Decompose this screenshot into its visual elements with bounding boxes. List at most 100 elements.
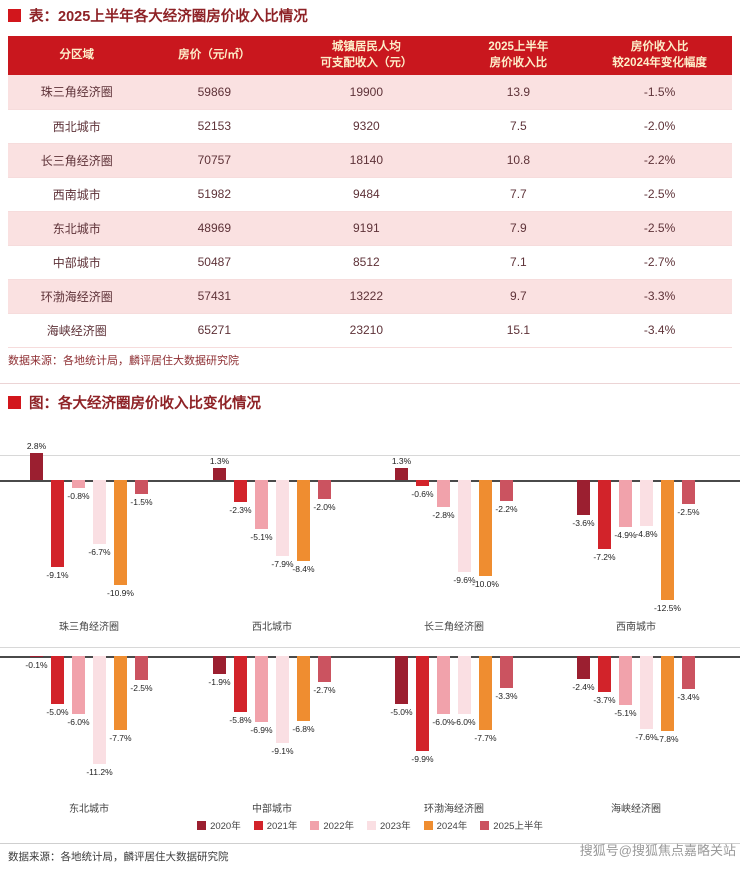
- bar-value-label: -6.0%: [67, 717, 90, 727]
- value-cell: -2.0%: [643, 119, 676, 134]
- red-square-bullet-icon: [8, 9, 21, 22]
- bar-value-label: -6.7%: [88, 547, 111, 557]
- bar: [682, 480, 695, 504]
- bar-value-label: -2.8%: [432, 510, 455, 520]
- value-cell: 50487: [197, 255, 231, 270]
- bar-value-label: -4.8%: [635, 529, 658, 539]
- bar-group-label: 珠三角经济圈: [59, 622, 119, 633]
- value-cell: 59869: [197, 84, 231, 99]
- table-title: 表：2025上半年各大经济圈房价收入比情况: [29, 9, 308, 25]
- bar: [416, 480, 429, 486]
- table-row: 珠三角经济圈 59869 19900 13.9 -1.5%: [8, 75, 732, 110]
- bar: [682, 656, 695, 689]
- column-header: 房价收入比 较2024年变化幅度: [587, 36, 732, 76]
- value-cell: 8512: [353, 255, 380, 270]
- value-cell: 13222: [349, 289, 384, 304]
- legend-label: 2020年: [210, 821, 241, 832]
- legend-item: 2020年: [197, 818, 241, 832]
- bar-value-label: -5.1%: [250, 532, 273, 542]
- bar-value-label: -0.6%: [411, 489, 434, 499]
- bar: [661, 480, 674, 600]
- bar-value-label: 1.3%: [391, 456, 412, 466]
- table-row: 海峡经济圈 65271 23210 15.1 -3.4%: [8, 313, 732, 348]
- bar: [72, 480, 85, 488]
- zero-axis-line: [0, 480, 740, 482]
- bar-value-label: -10.0%: [472, 579, 499, 589]
- bar: [297, 480, 310, 561]
- legend-label: 2021年: [266, 821, 298, 832]
- region-cell: 长三角经济圈: [40, 153, 113, 168]
- bar: [51, 480, 64, 567]
- bar-group: 2.8% -9.1% -0.8% -6.7% -10.9% -1.5% 珠三角经济圈: [27, 441, 153, 647]
- bar: [213, 656, 226, 674]
- section-divider: [0, 383, 740, 384]
- bar-value-label: -4.9%: [614, 530, 637, 540]
- bar-value-label: -6.0%: [432, 717, 455, 727]
- bar-value-label: -3.4%: [677, 692, 700, 702]
- bar: [661, 656, 674, 731]
- bar: [437, 480, 450, 507]
- bar-value-label: -8.4%: [292, 564, 315, 574]
- bar-value-label: 1.3%: [209, 456, 230, 466]
- legend-label: 2024年: [436, 821, 468, 832]
- value-cell: 18140: [349, 153, 384, 168]
- value-cell: -2.7%: [643, 255, 676, 270]
- table-row: 长三角经济圈 70757 18140 10.8 -2.2%: [8, 143, 732, 178]
- bar: [598, 480, 611, 549]
- bar-group-label: 西南城市: [616, 622, 656, 633]
- bar: [500, 480, 513, 501]
- bar: [93, 656, 106, 764]
- value-cell: 57431: [197, 289, 231, 304]
- bar-group: -5.0% -9.9% -6.0% -6.0% -7.7% -3.3% 环渤海经济圈: [390, 648, 518, 843]
- bar-value-label: -3.3%: [495, 691, 518, 701]
- bar: [135, 480, 148, 494]
- bar: [114, 480, 127, 585]
- bar: [598, 656, 611, 692]
- price-income-table: 分区域 房价（元/㎡） 城镇居民人均 可支配收入（元） 2025上半年 房价收入比 房价…: [8, 36, 732, 348]
- bar-value-label: -9.6%: [453, 575, 476, 585]
- value-cell: 19900: [349, 84, 384, 99]
- bar-value-label: -2.3%: [229, 505, 252, 515]
- table-row: 环渤海经济圈 57431 13222 9.7 -3.3%: [8, 279, 732, 314]
- legend-item: 2024年: [423, 818, 468, 832]
- column-header: 城镇居民人均 可支配收入（元）: [283, 36, 450, 76]
- zero-axis-line: [0, 656, 740, 658]
- bar-group: -3.6% -7.2% -4.9% -4.8% -12.5% -2.5% 西南城市: [572, 456, 700, 647]
- bar-value-label: -7.7%: [109, 733, 132, 743]
- bar: [619, 656, 632, 705]
- legend-swatch-icon: [423, 820, 433, 830]
- region-cell: 中部城市: [52, 255, 101, 270]
- bar-value-label: -1.9%: [208, 677, 231, 687]
- region-cell: 珠三角经济圈: [40, 85, 113, 100]
- chart-row-top: 2.8% -9.1% -0.8% -6.7% -10.9% -1.5% 珠三角经济圈 1.3%…: [0, 441, 740, 647]
- legend-swatch-icon: [480, 820, 490, 830]
- bar-value-label: -6.9%: [250, 725, 273, 735]
- bar: [318, 480, 331, 499]
- bar-value-label: -2.0%: [313, 502, 336, 512]
- value-cell: 48969: [197, 221, 231, 236]
- legend-item: 2025上半年: [480, 818, 543, 832]
- bar-value-label: -3.7%: [593, 695, 616, 705]
- table-row: 中部城市 50487 8512 7.1 -2.7%: [8, 245, 732, 280]
- red-square-bullet-icon: [8, 396, 21, 409]
- value-cell: -3.3%: [643, 289, 676, 304]
- legend-swatch-icon: [197, 820, 207, 830]
- table-row: 西北城市 52153 9320 7.5 -2.0%: [8, 109, 732, 144]
- region-cell: 西南城市: [52, 187, 101, 202]
- table-row: 西南城市 51982 9484 7.7 -2.5%: [8, 177, 732, 212]
- bar: [30, 656, 43, 657]
- bar-group-label: 西北城市: [252, 622, 292, 633]
- bar-value-label: -7.9%: [271, 559, 294, 569]
- bar: [213, 468, 226, 480]
- bar-value-label: -2.7%: [313, 685, 336, 695]
- bar-value-label: -6.8%: [292, 724, 315, 734]
- bar-group: -0.1% -5.0% -6.0% -11.2% -7.7% -2.5% 东北城市: [25, 648, 153, 843]
- bar: [255, 480, 268, 529]
- bar-value-label: -10.9%: [107, 588, 134, 598]
- bar-group-label: 环渤海经济圈: [424, 804, 484, 815]
- value-cell: -3.4%: [643, 323, 676, 338]
- bar-value-label: -7.6%: [635, 732, 658, 742]
- bar-value-label: 2.8%: [26, 441, 47, 451]
- column-header: 分区域: [8, 36, 146, 76]
